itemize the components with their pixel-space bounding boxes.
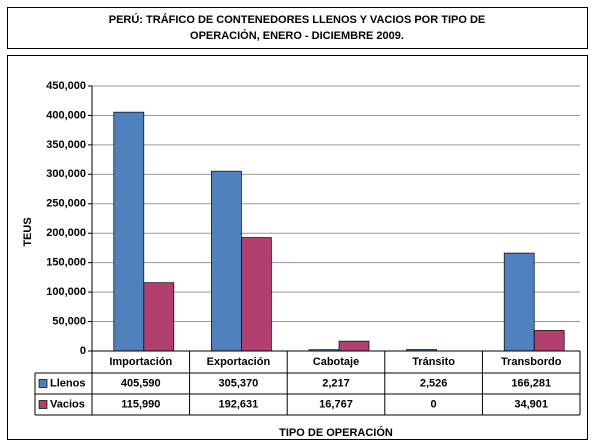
legend-swatch	[38, 400, 48, 409]
table-value: 34,901	[514, 398, 548, 410]
legend-label: Llenos	[50, 377, 85, 389]
chart-box	[7, 55, 588, 440]
y-tick-label: 300,000	[46, 168, 86, 180]
chart-title: OPERACIÓN, ENERO - DICIEMBRE 2009.	[190, 29, 404, 42]
title-box	[7, 7, 588, 49]
y-tick-label: 100,000	[46, 286, 86, 298]
table-value: 2,526	[420, 377, 448, 389]
table-value: 305,370	[219, 377, 259, 389]
table-value: 16,767	[319, 398, 353, 410]
table-value: 115,990	[121, 398, 160, 410]
bar	[113, 111, 145, 352]
y-tick-label: 150,000	[46, 257, 86, 269]
table-value: 0	[431, 398, 437, 410]
table-value: 192,631	[219, 398, 259, 410]
y-tick-label: 50,000	[52, 315, 86, 327]
x-tick-label: Exportación	[207, 356, 271, 368]
table-value: 405,590	[121, 377, 161, 389]
y-tick-label: 250,000	[46, 198, 86, 210]
bar	[211, 170, 242, 352]
x-axis-title: TIPO DE OPERACIÓN	[279, 426, 393, 439]
y-tick-label: 0	[80, 345, 86, 357]
legend-label: Vacios	[50, 398, 85, 410]
y-tick-label: 400,000	[46, 109, 86, 121]
bar	[503, 252, 535, 352]
bar	[143, 282, 175, 352]
x-tick-label: Cabotaje	[313, 356, 359, 368]
bar	[241, 237, 272, 352]
x-tick-label: Transbordo	[501, 356, 562, 368]
bar	[533, 330, 565, 352]
y-tick-label: 350,000	[46, 139, 86, 151]
x-tick-label: Importación	[109, 356, 172, 368]
legend-swatch	[38, 379, 48, 388]
x-tick-label: Tránsito	[412, 356, 455, 368]
y-tick-label: 450,000	[46, 80, 86, 92]
bar	[338, 340, 370, 352]
table-value: 2,217	[322, 377, 350, 389]
y-axis-title: TEUS	[22, 217, 34, 246]
chart-title: PERÚ: TRÁFICO DE CONTENEDORES LLENOS Y V…	[109, 13, 486, 26]
table-value: 166,281	[511, 377, 551, 389]
y-tick-label: 200,000	[46, 227, 86, 239]
